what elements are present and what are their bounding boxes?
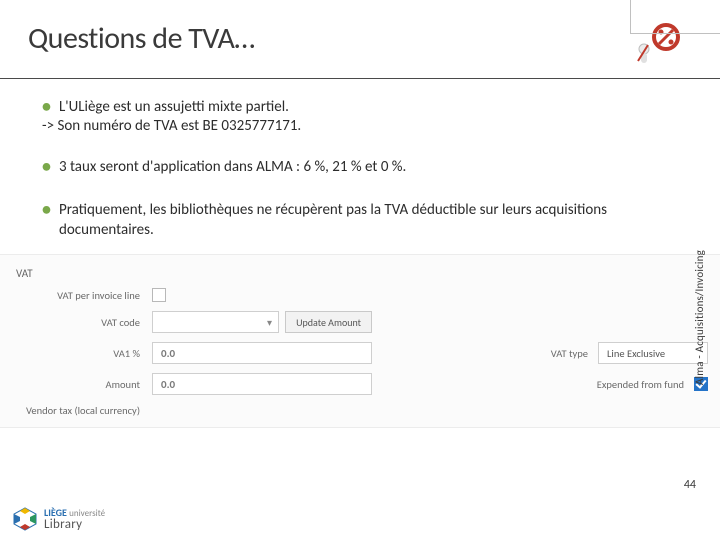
vat-row-vendor-tax: Vendor tax (local currency) (12, 404, 708, 417)
bullet-text: L'ULiège est un assujetti mixte partiel. (59, 97, 289, 117)
vat-amount-input[interactable]: 0.0 (152, 373, 372, 395)
logo-text: LIÈGE université Library (44, 508, 105, 531)
corner-decoration (630, 0, 720, 34)
vat-label: VAT per invoice line (12, 289, 152, 302)
bullet-dot-icon: • (42, 200, 51, 220)
vat-row-code: VAT code ▾ Update Amount (12, 311, 708, 333)
vat-label: VA1 % (12, 347, 152, 360)
footer-logo: LIÈGE université Library (12, 506, 105, 532)
logo-mark-icon (12, 506, 38, 532)
bullet-text: Pratiquement, les bibliothèques ne récup… (59, 200, 678, 241)
vat-per-invoice-line-checkbox[interactable] (152, 288, 166, 302)
page-title: Questions de TVA… (28, 20, 632, 57)
bullet-3: • Pratiquement, les bibliothèques ne réc… (42, 200, 678, 241)
vat-row-amount: Amount 0.0 Expended from fund (12, 373, 708, 395)
vat-percent-input[interactable]: 0.0 (152, 342, 372, 364)
bullet-dot-icon: • (42, 97, 51, 117)
bullet-sub-text: -> Son numéro de TVA est BE 0325777171. (42, 117, 678, 135)
vat-code-select[interactable]: ▾ (152, 311, 279, 333)
side-label: Alma - Acquisitions/Invoicing (693, 250, 706, 385)
bullet-text: 3 taux seront d'application dans ALMA : … (59, 157, 406, 177)
vat-type-value: Line Exclusive (607, 347, 665, 360)
vat-label: VAT code (12, 316, 152, 329)
chevron-down-icon: ▾ (267, 316, 272, 329)
vat-row-per-invoice-line: VAT per invoice line (12, 288, 708, 302)
update-amount-button[interactable]: Update Amount (285, 311, 372, 333)
bullet-2: • 3 taux seront d'application dans ALMA … (42, 157, 678, 177)
vat-row-percent: VA1 % 0.0 VAT type Line Exclusive (12, 342, 708, 364)
vat-form-panel: VAT VAT per invoice line VAT code ▾ Upda… (0, 254, 720, 428)
page-number: 44 (678, 476, 702, 494)
vat-label: Amount (12, 378, 152, 391)
logo-library: Library (44, 518, 105, 531)
content-area: • L'ULiège est un assujetti mixte partie… (0, 97, 720, 428)
bullet-dot-icon: • (42, 157, 51, 177)
expended-from-fund-label: Expended from fund (597, 378, 684, 391)
title-row: Questions de TVA… (0, 20, 720, 79)
bullet-1: • L'ULiège est un assujetti mixte partie… (42, 97, 678, 135)
vat-type-select[interactable]: Line Exclusive (598, 342, 708, 364)
vat-type-label: VAT type (551, 347, 588, 360)
vat-label: Vendor tax (local currency) (12, 404, 152, 417)
vat-heading: VAT (12, 265, 708, 288)
